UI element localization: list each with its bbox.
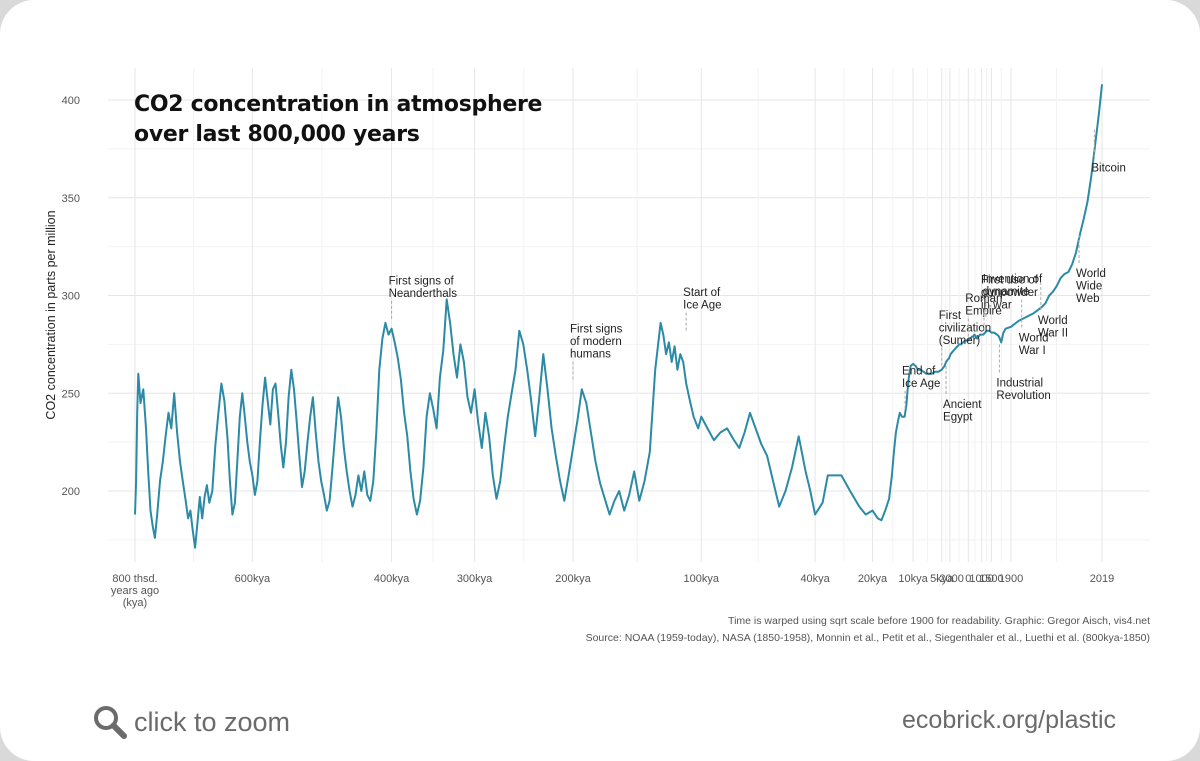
x-tick-label: 5kya	[930, 573, 954, 585]
y-tick-label: 300	[62, 291, 80, 303]
annotation-label: Web	[1076, 293, 1099, 305]
annotation-label: First	[939, 310, 962, 322]
co2-series-line	[134, 84, 1103, 549]
annotation-label: Empire	[965, 305, 1001, 317]
x-tick-sublabel: (kya)	[123, 597, 147, 609]
annotation-label: World	[1076, 268, 1106, 280]
annotation-label: World	[1038, 315, 1068, 327]
x-tick-sublabel: years ago	[111, 585, 159, 597]
annotation-label: Egypt	[943, 411, 973, 423]
grid	[108, 68, 1150, 562]
source-note: Time is warped using sqrt scale before 1…	[728, 615, 1150, 627]
x-tick-label: 40kya	[800, 573, 830, 585]
site-link[interactable]: ecobrick.org/plastic	[902, 706, 1116, 734]
zoom-button[interactable]: click to zoom	[92, 704, 290, 740]
annotation-label: civilization	[939, 322, 991, 334]
annotation-label: in war	[981, 300, 1012, 312]
annotation-label: dynamite	[983, 286, 1030, 298]
x-tick-label: 1900	[999, 573, 1023, 585]
x-tick-label: 1000	[969, 573, 993, 585]
x-tick-label: 20kya	[858, 573, 888, 585]
chart-title-line-2: over last 800,000 years	[134, 122, 420, 147]
x-tick-label: 10kya	[898, 573, 928, 585]
source-note: Source: NOAA (1959-today), NASA (1850-19…	[586, 632, 1150, 644]
x-tick-label: 400kya	[374, 573, 410, 585]
annotation-label: First use of	[981, 275, 1039, 287]
annotation-label: Ancient	[943, 399, 982, 411]
annotation-label: Roman	[965, 293, 1002, 305]
annotation-label: First signs	[570, 323, 623, 335]
y-tick-label: 400	[62, 95, 80, 107]
annotation-label: Bitcoin	[1091, 162, 1126, 174]
annotation-label: Wide	[1076, 280, 1102, 292]
x-tick-label: 1500	[979, 573, 1003, 585]
magnifier-icon	[94, 706, 127, 739]
annotation-label: War II	[1038, 327, 1068, 339]
y-tick-label: 350	[62, 193, 80, 205]
x-tick-label: 800 thsd.	[112, 573, 157, 585]
annotation-label: (Sumer)	[939, 335, 981, 347]
x-tick-label: 600kya	[235, 573, 271, 585]
annotation-label: Invention of	[983, 273, 1043, 285]
annotation-label: Ice Age	[683, 300, 721, 312]
annotation-label: Neanderthals	[389, 288, 458, 300]
annotation-label: Revolution	[996, 390, 1050, 402]
chart-title-line-1: CO2 concentration in atmosphere	[134, 92, 543, 117]
x-tick-label: 0	[965, 573, 971, 585]
annotation-label: War I	[1019, 345, 1046, 357]
chart-title: CO2 concentration in atmosphere over las…	[134, 90, 542, 150]
zoom-label: click to zoom	[134, 706, 291, 737]
annotation-label: of modern	[570, 336, 622, 348]
annotation-label: Ice Age	[902, 378, 940, 390]
x-tick-label: -2000	[936, 573, 964, 585]
annotation-label: First signs of	[389, 275, 455, 287]
x-tick-label: 2019	[1090, 573, 1114, 585]
annotation-label: Industrial	[996, 377, 1043, 389]
annotation-label: humans	[570, 348, 611, 360]
annotation-label: gunpowder	[981, 287, 1038, 299]
annotation-label: World	[1019, 333, 1049, 345]
annotation-label: End of	[902, 365, 936, 377]
annotation: Bitcoin	[1091, 129, 1126, 174]
annotation-label: Start of	[683, 287, 721, 299]
y-axis-label: CO2 concentration in parts per million	[44, 210, 58, 419]
y-tick-label: 200	[62, 486, 80, 498]
x-tick-label: 100kya	[684, 573, 720, 585]
x-tick-label: 200kya	[555, 573, 591, 585]
y-tick-label: 250	[62, 388, 80, 400]
x-tick-label: 300kya	[457, 573, 493, 585]
